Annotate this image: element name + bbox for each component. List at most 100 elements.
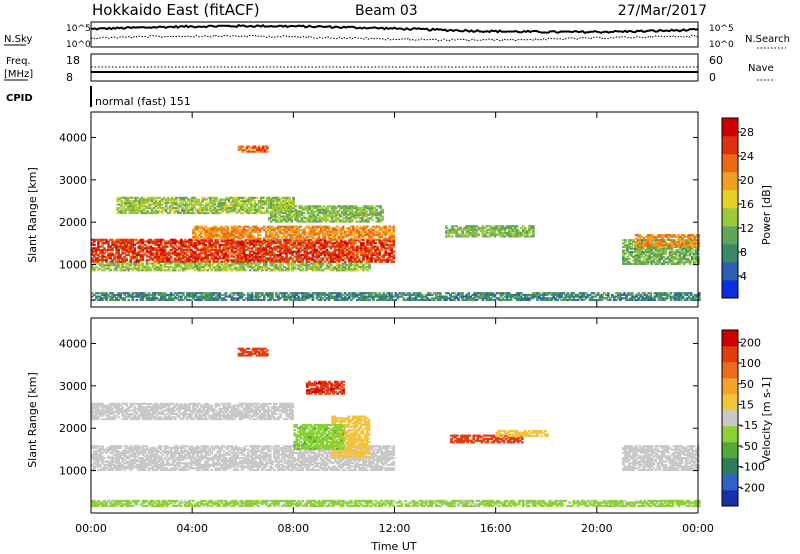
power-cell [238, 259, 242, 262]
power-cell [245, 212, 249, 215]
power-cell [213, 206, 217, 210]
power-cell [314, 218, 318, 221]
power-cell [242, 248, 246, 252]
power-cell [325, 262, 329, 265]
power-cell [232, 238, 236, 241]
power-cell [335, 259, 339, 262]
power-cell [333, 229, 337, 232]
power-cell [384, 242, 387, 245]
power-cell [658, 257, 662, 260]
power-cell [190, 260, 193, 263]
power-cell [296, 217, 299, 220]
power-cell [269, 232, 272, 235]
power-cell [149, 247, 153, 250]
power-cell [656, 249, 660, 252]
power-cell [364, 255, 367, 258]
power-cell [642, 262, 645, 266]
power-cell [216, 250, 220, 253]
power-cell [501, 228, 505, 231]
power-cell [663, 235, 666, 238]
power-cell [671, 240, 674, 243]
power-cell [249, 212, 253, 215]
nsky-label: N.Sky [4, 34, 32, 45]
power-cell [501, 225, 505, 228]
power-cell [179, 205, 182, 208]
power-cell [262, 254, 266, 257]
power-cell [640, 240, 643, 243]
power-cell [141, 238, 145, 241]
power-cell [341, 232, 345, 235]
power-cell [650, 234, 654, 237]
power-cell [204, 260, 207, 263]
power-cell [388, 225, 392, 228]
power-cell [149, 254, 153, 257]
power-cell [301, 229, 305, 232]
power-cell [115, 250, 118, 253]
power-cell [107, 267, 110, 270]
power-cell [691, 242, 695, 245]
power-cell [499, 231, 503, 235]
power-cell [188, 240, 191, 243]
power-cell [235, 205, 239, 208]
power-cell [681, 244, 684, 247]
power-cell [445, 225, 448, 228]
power-cell [214, 230, 218, 233]
power-cell [214, 245, 218, 248]
power-cell [192, 232, 195, 235]
power-cell [233, 198, 237, 201]
power-cell [198, 255, 201, 258]
power-cell [175, 252, 179, 255]
power-cell [339, 240, 343, 243]
power-cell [343, 260, 347, 263]
power-cell [194, 232, 197, 235]
power-cell [622, 261, 625, 264]
power-cell [379, 218, 382, 221]
power-cell [663, 245, 666, 249]
power-cell [158, 203, 162, 206]
power-cell [150, 208, 154, 211]
power-cell [669, 242, 672, 245]
power-cell [648, 242, 652, 245]
power-cell [236, 235, 240, 238]
power-cell [270, 215, 273, 218]
power-cell [294, 217, 297, 220]
power-cell [532, 226, 535, 229]
power-cell [265, 259, 268, 262]
power-cell [372, 229, 375, 232]
power-cell [353, 212, 356, 215]
power-cell [246, 255, 250, 258]
power-cell [317, 267, 321, 270]
power-cell [144, 206, 148, 210]
power-cell [204, 252, 207, 255]
power-cell [368, 237, 371, 240]
power-cell [207, 208, 210, 211]
power-cell [224, 229, 228, 232]
power-cell [334, 206, 338, 210]
power-cell [103, 238, 106, 241]
power-cell [661, 239, 664, 242]
power-cell [313, 243, 317, 246]
power-cell [279, 230, 282, 233]
power-cell [343, 269, 347, 272]
power-cell [109, 298, 112, 302]
power-cell [291, 227, 294, 230]
power-cell [347, 257, 351, 260]
power-cell [158, 210, 162, 213]
power-cell [224, 235, 228, 238]
power-cell [352, 237, 355, 240]
power-cell [677, 237, 680, 240]
power-cell [532, 230, 535, 233]
power-cell [356, 248, 359, 252]
power-cell [134, 210, 138, 213]
power-cell [198, 242, 201, 245]
power-cell [333, 245, 337, 248]
power-cell [259, 212, 263, 215]
power-cell [341, 252, 345, 255]
power-cell [290, 206, 293, 210]
power-cell [515, 233, 519, 236]
power-cell [217, 203, 221, 206]
power-cell [374, 242, 377, 245]
power-cell [246, 259, 250, 262]
power-cell [254, 237, 258, 240]
power-cell [331, 250, 335, 253]
